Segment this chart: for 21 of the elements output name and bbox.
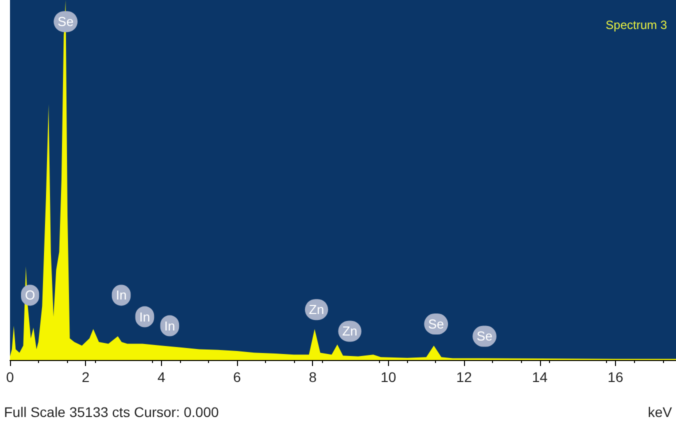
text: Spectrum 3 xyxy=(606,18,668,32)
x-tick-label: 2 xyxy=(82,369,90,385)
x-tick-label: 0 xyxy=(6,369,14,385)
annotation: In xyxy=(164,318,176,334)
annotation: Se xyxy=(58,14,74,30)
x-axis-title: keV xyxy=(648,404,673,420)
x-tick-label: 14 xyxy=(532,369,548,385)
x-tick-label: 16 xyxy=(608,369,624,385)
annotation: O xyxy=(24,288,36,303)
annotation: In xyxy=(116,288,127,303)
annotation: Zn xyxy=(308,302,324,318)
x-tick-label: 8 xyxy=(308,369,317,385)
x-tick-label: 6 xyxy=(233,369,242,385)
x-tick-label: 12 xyxy=(456,369,472,385)
text: Full Scale 35133 cts Cursor: 0.000 xyxy=(4,404,219,420)
annotation: Se xyxy=(476,328,492,344)
annotation: In xyxy=(139,309,150,324)
x-tick-label: 10 xyxy=(380,369,396,385)
annotation: Zn xyxy=(342,324,358,339)
annotation: Se xyxy=(428,316,444,332)
x-tick-label: 4 xyxy=(157,369,166,385)
